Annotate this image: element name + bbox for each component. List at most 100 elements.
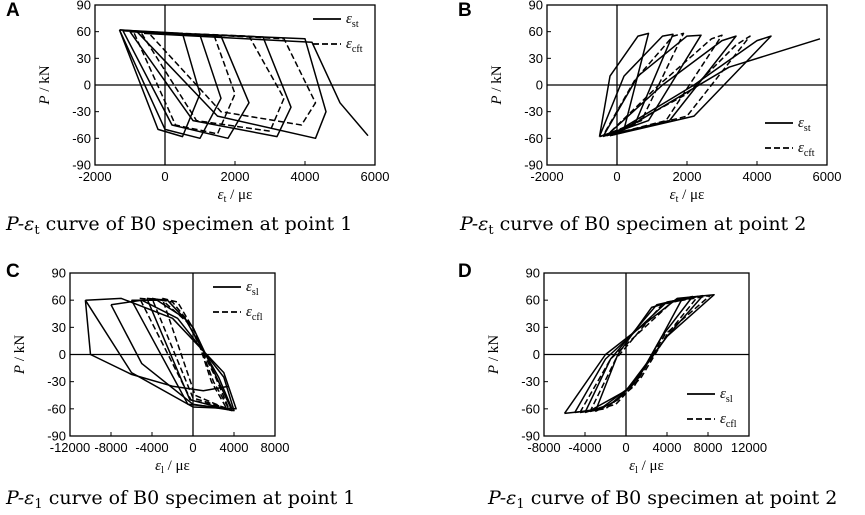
y-tick-label: 0 [84, 78, 91, 93]
x-tick-label: 0 [613, 169, 620, 184]
caption-text: curve of B0 specimen at point 2 [524, 487, 838, 509]
x-tick-label: 2000 [673, 169, 702, 184]
caption-prefix: P- [6, 213, 25, 235]
legend-label: εcfl [246, 304, 263, 323]
y-tick-label: 0 [536, 78, 543, 93]
x-tick-label: 0 [189, 440, 196, 455]
panel-letter: D [458, 261, 472, 282]
legend-label: εcft [798, 140, 815, 159]
y-tick-label: -60 [47, 401, 66, 416]
caption-text: curve of B0 specimen at point 1 [42, 487, 356, 509]
y-tick-label: -90 [521, 429, 540, 444]
y-axis-label: P / kN [12, 335, 28, 375]
panel-caption: P-ε1 curve of B0 specimen at point 1 [6, 487, 356, 512]
y-tick-label: -30 [524, 104, 543, 119]
caption-prefix: P- [488, 487, 507, 509]
caption-text: curve of B0 specimen at point 2 [493, 213, 807, 235]
caption-symbol: ε [24, 487, 35, 509]
y-tick-label: 30 [526, 320, 540, 335]
y-axis-label: P / kN [37, 65, 53, 105]
panel-d: D -8000 -4000 0 4000 8000 12000 -90 -60 -30 0 30 60… [432, 257, 865, 515]
hysteresis-loop [136, 30, 327, 140]
y-tick-label: 30 [529, 51, 543, 66]
y-tick-label: -60 [72, 131, 91, 146]
legend-label: εst [798, 115, 811, 134]
x-tick-label: 0 [622, 440, 629, 455]
x-tick-label: 4000 [220, 440, 249, 455]
panel-caption: P-εt curve of B0 specimen at point 1 [6, 213, 353, 238]
hysteresis-loop [609, 35, 772, 137]
panel-c: C -12000 -8000 -4000 0 4000 8000 -90 -60 -30 0 30 6… [0, 257, 432, 515]
x-tick-label: -12000 [50, 440, 90, 455]
y-tick-label: -90 [72, 158, 91, 173]
panel-caption: P-εt curve of B0 specimen at point 2 [460, 213, 807, 238]
y-tick-label: -90 [524, 158, 543, 173]
y-tick-label: 90 [77, 0, 91, 13]
x-tick-label: -8000 [94, 440, 127, 455]
hysteresis-loop [574, 294, 704, 414]
legend-label: εst [346, 11, 359, 30]
x-tick-label: 4000 [743, 169, 772, 184]
chart-c: -12000 -8000 -4000 0 4000 8000 -90 -60 -30 0 30 60 9… [12, 266, 290, 477]
panel-letter: B [458, 0, 472, 21]
x-axis-label: εl / με [155, 458, 190, 476]
hysteresis-loop [139, 297, 230, 410]
legend-label: εcft [346, 36, 363, 55]
y-tick-label: 30 [52, 320, 66, 335]
series-cft [602, 32, 751, 137]
y-tick-label: 30 [77, 51, 91, 66]
series-cft [132, 30, 317, 135]
caption-symbol: ε [478, 213, 489, 235]
x-tick-label: 8000 [261, 440, 290, 455]
x-tick-label: 4000 [291, 169, 320, 184]
chart-b: -2000 0 2000 4000 6000 -90 -60 -30 0 30 60 90 εt / μ… [489, 0, 842, 205]
legend-label: εsl [720, 386, 733, 405]
caption-symbol: ε [506, 487, 517, 509]
caption-text: curve of B0 specimen at point 1 [39, 213, 353, 235]
hysteresis-loop [609, 35, 751, 137]
x-tick-label: 0 [161, 169, 168, 184]
series-cfl [139, 297, 230, 410]
x-tick-label: 6000 [813, 169, 842, 184]
y-tick-label: -60 [524, 131, 543, 146]
panel-a: A -2000 0 2000 4000 6000 -90 -60 -30 0 30 60 90 εt /… [0, 0, 432, 257]
caption-prefix: P- [6, 487, 25, 509]
x-axis-label: εl / με [629, 458, 664, 476]
hysteresis-loop [161, 297, 228, 410]
hysteresis-loop [132, 30, 236, 135]
hysteresis-loop [143, 32, 369, 137]
hysteresis-loop [579, 294, 711, 414]
x-axis-label: εt / με [670, 187, 705, 205]
y-tick-label: 90 [52, 266, 66, 281]
hysteresis-loop [563, 293, 715, 415]
x-tick-label: 6000 [361, 169, 390, 184]
y-tick-label: -30 [521, 374, 540, 389]
y-tick-label: 90 [529, 0, 543, 13]
x-tick-label: 4000 [653, 440, 682, 455]
caption-prefix: P- [460, 213, 479, 235]
panel-letter: C [6, 261, 20, 282]
legend-label: εcfl [720, 411, 737, 430]
hysteresis-loop [146, 30, 317, 126]
hysteresis-loop [602, 32, 685, 137]
x-tick-label: 8000 [694, 440, 723, 455]
series-sl [84, 297, 237, 412]
y-tick-label: 60 [52, 293, 66, 308]
x-axis-label: εt / με [218, 187, 253, 205]
hysteresis-loop [110, 299, 235, 412]
hysteresis-loop [602, 34, 702, 138]
y-tick-label: 90 [526, 266, 540, 281]
x-tick-label: 2000 [221, 169, 250, 184]
caption-sub: t [488, 223, 494, 238]
x-tick-label: -2000 [78, 169, 111, 184]
y-axis-label: P / kN [489, 65, 505, 105]
y-tick-label: 60 [529, 24, 543, 39]
chart-a: -2000 0 2000 4000 6000 -90 -60 -30 0 30 60 90 εt / μ… [37, 0, 390, 205]
chart-d: -8000 -4000 0 4000 8000 12000 -90 -60 -30 0 30 60 90… [486, 266, 767, 477]
hysteresis-loop [130, 299, 233, 410]
panel-caption: P-ε1 curve of B0 specimen at point 2 [488, 487, 838, 512]
y-tick-label: 60 [526, 293, 540, 308]
y-tick-label: 60 [77, 24, 91, 39]
panel-letter: A [6, 0, 20, 21]
x-tick-label: -8000 [527, 440, 560, 455]
